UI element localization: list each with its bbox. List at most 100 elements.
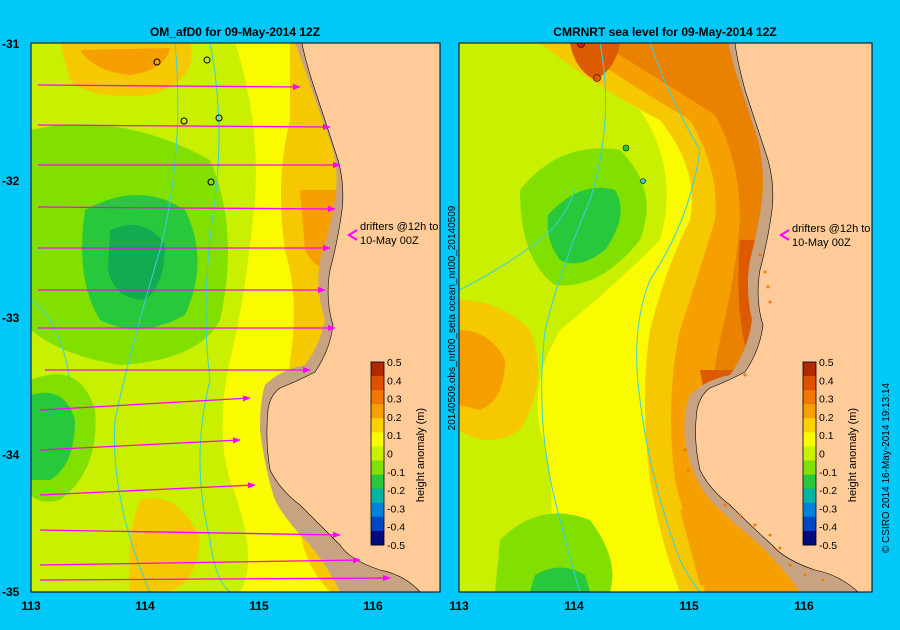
right-colorbar-tick-label: 0 [819,449,825,461]
left-colorbar-tick-label: -0.3 [387,503,405,515]
left-colorbar-frame [370,361,385,546]
left-colorbar-swatch [371,362,384,377]
right-colorbar-swatch [803,488,816,504]
right-orange-northwest-core [459,330,505,410]
left-colorbar-swatch [371,390,384,405]
right-colorbar-swatch [803,516,816,532]
right-green-core [547,187,621,264]
left-orange-north-core [80,48,170,75]
right-colorbar-tick-label: -0.2 [819,485,837,497]
right-x-tick-1: 113 [449,599,469,613]
right-colorbar-swatch [803,502,816,518]
right-colorbar: 0.5 0.4 0.3 0.2 0.1 0 -0.1 -0.2 -0.3 -0.4 -0.5 [802,357,837,552]
left-colorbar-swatch [371,474,384,490]
right-side-label: 20140509.obs_nrt00_seta ocean_nrt00_2014… [447,205,458,430]
left-bathymetry-contour-2 [199,43,231,592]
left-colorbar-swatch [371,530,384,546]
right-colorbar-swatch [803,460,816,476]
left-bathymetry-contour-3 [31,299,71,381]
right-coastal-drifter-markers [683,253,825,582]
left-colorbar-tick-label: 0.3 [387,394,402,406]
left-annotation-arrow-icon [347,229,358,241]
right-colorbar-swatch [803,432,816,447]
left-colorbar-tick-label: -0.5 [387,540,405,552]
left-annotation-line1: drifters @12h to [360,221,438,233]
right-colorbar-swatch [803,390,816,405]
left-x-tick-3: 115 [249,599,269,613]
left-colorbar-tick-label: 0.2 [387,412,402,424]
left-y-tick-3: -33 [2,311,20,325]
right-colorbar-tick-label: 0.4 [819,375,834,387]
left-colorbar: 0.5 0.4 0.3 0.2 0.1 0 -0.1 -0.2 -0.3 -0.4 -0.5 [370,357,405,552]
right-colorbar-tick-label: -0.3 [819,503,837,515]
left-map-frame [30,42,441,593]
right-colorbar-swatch [803,418,816,433]
left-colorbar-swatch [371,446,384,462]
left-colorbar-tick-label: 0.1 [387,430,402,442]
right-colorbar-tick-label: -0.4 [819,522,837,534]
right-colorbar-swatch [803,404,816,419]
left-orange-south [128,498,200,592]
left-x-tick-1: 113 [21,599,41,613]
right-colorbar-tick-label: 0.3 [819,394,834,406]
right-x-tick-2: 114 [564,599,584,613]
left-colorbar-swatch [371,516,384,532]
left-annotation-line2: 10-May 00Z [360,235,419,247]
left-colorbar-tick-label: -0.1 [387,467,405,479]
right-colorbar-swatch [803,362,816,377]
right-bathymetry-contour-2 [636,43,701,592]
right-bathymetry-contour-3 [459,189,576,291]
right-green-south [495,513,613,592]
left-y-tick-2: -32 [2,174,20,188]
left-colorbar-tick-label: 0.5 [387,357,402,369]
right-colorbar-swatch [803,446,816,462]
right-colorbar-label: height anomaly (m) [847,408,859,502]
credit-text: © CSIRO 2014 16-May-2014 19:13:14 [881,382,892,553]
left-colorbar-swatch [371,460,384,476]
left-colorbar-swatch [371,418,384,433]
left-map-panel: OM_afD0 for 09-May-2014 12Z [2,25,441,613]
right-colorbar-swatch [803,530,816,546]
left-colorbar-tick-label: 0.4 [387,375,402,387]
right-colorbar-tick-label: -0.5 [819,540,837,552]
right-map-panel: CMRNRT sea level for 09-May-2014 12Z [447,25,873,613]
right-x-tick-4: 116 [794,599,814,613]
left-colorbar-tick-label: 0 [387,449,393,461]
right-colorbar-swatch [803,376,816,391]
left-x-tick-2: 114 [135,599,155,613]
left-colorbar-swatch [371,432,384,447]
left-panel-title: OM_afD0 for 09-May-2014 12Z [150,25,320,39]
left-colorbar-swatch [371,404,384,419]
right-land [695,43,872,592]
left-y-tick-4: -34 [2,448,20,462]
right-red-orange-north [570,43,620,80]
left-drifter-origins [153,56,223,186]
right-colorbar-frame [802,361,817,546]
left-x-tick-4: 116 [363,599,383,613]
left-y-tick-5: -35 [2,585,20,599]
right-colorbar-swatch [803,474,816,490]
left-colorbar-tick-label: -0.2 [387,485,405,497]
right-annotation-line1: drifters @12h to [792,223,870,235]
right-map-frame [458,42,873,593]
left-y-tick-1: -31 [2,37,20,51]
right-colorbar-tick-label: 0.1 [819,430,834,442]
right-panel-title: CMRNRT sea level for 09-May-2014 12Z [553,25,776,39]
right-x-tick-3: 115 [679,599,699,613]
left-colorbar-swatch [371,376,384,391]
left-colorbar-swatch [371,488,384,504]
right-bathymetry-contour-1 [541,43,607,592]
right-colorbar-tick-label: 0.5 [819,357,834,369]
right-colorbar-tick-label: 0.2 [819,412,834,424]
left-green-southwest-core [31,392,75,480]
right-colorbar-tick-label: -0.1 [819,467,837,479]
right-drifter-positions [577,43,646,184]
left-drifter-arrows [37,83,391,582]
left-colorbar-label: height anomaly (m) [415,408,427,502]
right-annotation-line2: 10-May 00Z [792,237,851,249]
left-colorbar-tick-label: -0.4 [387,522,405,534]
right-annotation-arrow-icon [779,229,790,241]
left-bathymetry-contour-1 [113,43,179,592]
left-colorbar-swatch [371,502,384,518]
